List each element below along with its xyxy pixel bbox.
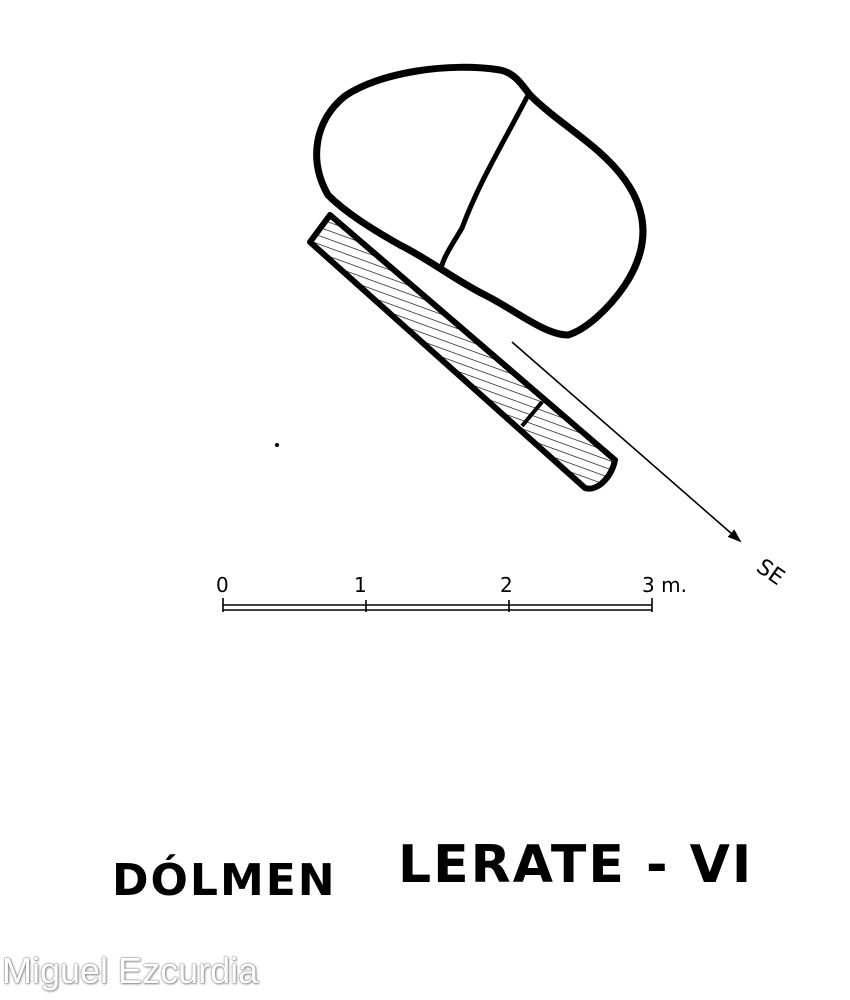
scale-tick-2: 2: [500, 573, 513, 597]
scale-tick-0: 0: [216, 573, 229, 597]
direction-label: SE: [752, 554, 789, 590]
scale-tick-1: 1: [354, 573, 367, 597]
scale-tick-3: 3 m.: [642, 573, 687, 597]
watermark: Miguel Ezcurdia: [2, 950, 259, 991]
direction-arrow: [511, 341, 742, 543]
orthostat-break: [520, 400, 544, 428]
scale-bar: 0 1 2 3 m.: [216, 573, 687, 612]
capstone-crack: [439, 94, 530, 268]
title-dolmen: DÓLMEN: [112, 853, 337, 906]
capstone-outline: [313, 63, 647, 339]
title-site: LERATE - VI: [398, 835, 753, 895]
dot-mark: [275, 443, 279, 447]
orthostat-slab: [307, 212, 618, 492]
